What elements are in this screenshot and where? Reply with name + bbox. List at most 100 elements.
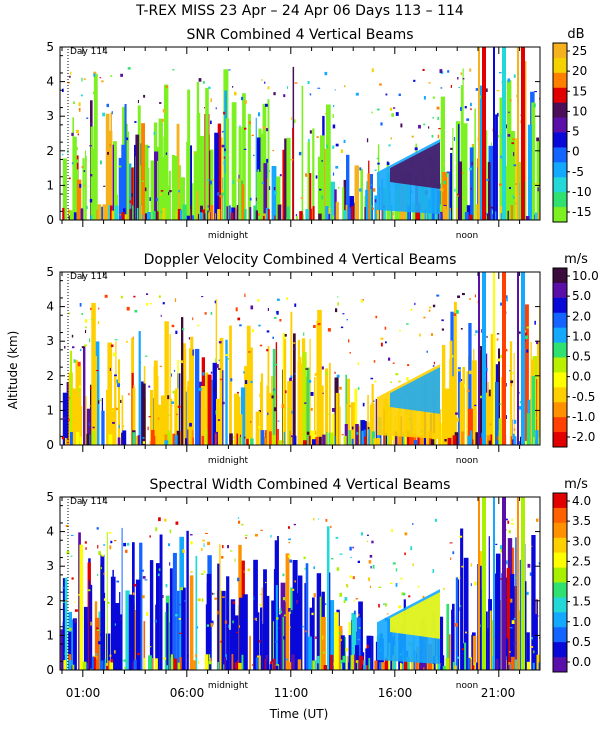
data-cell (400, 662, 402, 670)
data-cell (147, 146, 150, 148)
data-cell (113, 352, 116, 357)
data-cell (327, 413, 331, 415)
data-cell (232, 620, 234, 624)
data-cell (101, 554, 104, 557)
data-cell (422, 595, 425, 599)
data-cell (472, 360, 477, 445)
data-cell (217, 368, 221, 370)
data-cell (237, 317, 241, 321)
data-cell (223, 664, 226, 670)
data-cell (391, 113, 394, 117)
data-cell (91, 656, 94, 670)
data-cell (86, 662, 88, 670)
data-cell (166, 602, 169, 670)
data-cell (179, 632, 182, 634)
data-cell (236, 433, 239, 445)
data-cell (332, 215, 335, 220)
data-cell (176, 123, 180, 220)
data-cell (210, 620, 214, 625)
data-cell (514, 659, 518, 670)
data-cell (127, 67, 131, 70)
data-cell (519, 401, 523, 404)
data-cell (465, 631, 467, 634)
data-cell (90, 584, 93, 670)
data-cell (423, 96, 426, 100)
data-cell (398, 380, 401, 383)
data-cell (133, 295, 136, 298)
data-cell (283, 431, 286, 445)
colorbar-label: 0 (572, 145, 580, 159)
data-cell (143, 621, 146, 670)
data-cell (309, 173, 312, 220)
data-cell (437, 134, 440, 139)
data-cell (149, 197, 151, 201)
data-cell (177, 405, 181, 408)
data-cell (250, 305, 254, 310)
data-cell (511, 372, 514, 375)
axes-frame (59, 271, 541, 446)
data-cell (261, 79, 263, 81)
x-tick-labels: 01:00 06:00 11:00 16:00 21:00 (66, 686, 516, 700)
data-cell (335, 308, 338, 313)
data-cell (436, 106, 440, 110)
data-cell (264, 433, 266, 435)
data-cell (359, 655, 362, 670)
data-cell (369, 585, 372, 588)
data-column (521, 47, 525, 220)
data-cell (439, 69, 443, 73)
data-cell (294, 580, 296, 583)
data-cell (165, 85, 168, 88)
data-cell (490, 434, 493, 445)
data-cell (167, 395, 170, 400)
y-tick-label: 3 (46, 334, 54, 348)
data-cell (215, 433, 217, 445)
data-cell (450, 153, 453, 220)
data-cell (495, 211, 497, 220)
data-cell (162, 302, 165, 305)
data-cell (169, 568, 173, 670)
data-cell (266, 660, 268, 670)
data-cell (215, 413, 217, 415)
data-cell (154, 151, 159, 220)
data-cell (175, 521, 179, 525)
data-cell (196, 190, 199, 220)
data-cell (146, 293, 149, 295)
data-cell (295, 214, 298, 217)
data-cell (157, 573, 160, 577)
data-cell (312, 597, 315, 670)
data-cell (273, 407, 277, 412)
data-cell (417, 436, 420, 445)
data-cell (292, 127, 294, 220)
data-cell (262, 215, 265, 220)
data-cell (359, 167, 362, 171)
data-cell (124, 666, 126, 670)
y-tick-label: 5 (46, 40, 54, 54)
data-cell (197, 324, 200, 327)
data-cell (139, 361, 142, 364)
data-cell (510, 598, 513, 603)
data-cell (293, 333, 296, 445)
data-cell (70, 350, 72, 445)
data-cell (261, 182, 264, 184)
data-cell (217, 419, 221, 421)
data-cell (351, 426, 354, 430)
data-cell (452, 661, 456, 670)
data-cell (248, 351, 251, 353)
y-tick-label: 1 (46, 628, 54, 642)
data-cell (101, 410, 105, 445)
colorbar-label: 5 (572, 125, 580, 139)
data-cell (500, 549, 504, 553)
colorbar-label: 10 (572, 104, 587, 118)
data-cell (513, 74, 516, 78)
data-cell (407, 364, 410, 367)
data-cell (375, 399, 378, 445)
data-cell (372, 565, 375, 569)
colorbar-segment (553, 642, 567, 658)
data-cell (328, 363, 331, 445)
y-tick-label: 0 (46, 438, 54, 452)
data-cell (370, 184, 373, 186)
data-cell (356, 431, 359, 435)
data-cell (422, 68, 425, 71)
data-cell (72, 346, 75, 349)
